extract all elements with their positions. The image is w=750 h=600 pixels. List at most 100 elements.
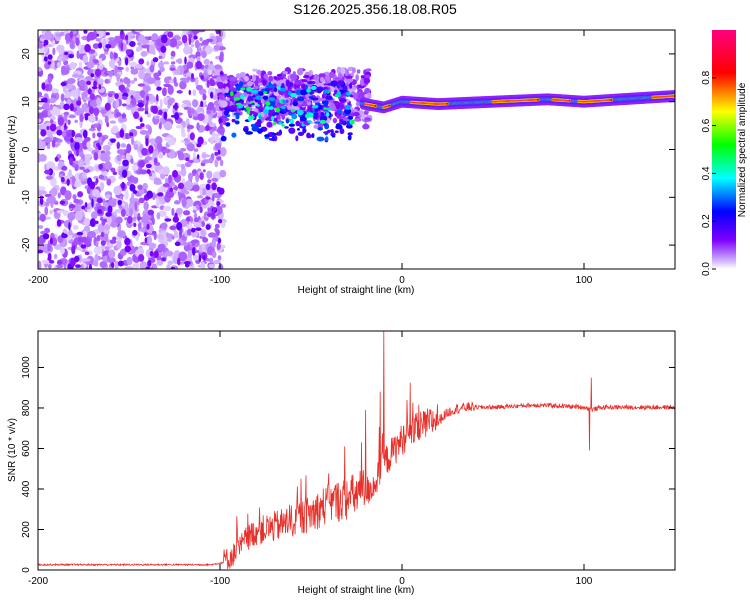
spectrogram-cell bbox=[187, 172, 193, 181]
spectrogram-cell bbox=[202, 255, 206, 261]
spectrogram-cell bbox=[177, 257, 181, 266]
spectrogram-cell bbox=[352, 111, 360, 117]
spectrogram-cell bbox=[76, 100, 82, 106]
spectrogram-cell bbox=[39, 213, 46, 222]
spectrogram-cell bbox=[176, 163, 182, 167]
spectrogram-cell bbox=[246, 81, 253, 87]
spectrogram-cell bbox=[97, 64, 104, 70]
spectrogram-cell bbox=[200, 100, 204, 108]
spectrogram-cell bbox=[125, 152, 131, 162]
spectrogram-cell bbox=[174, 200, 181, 205]
spectrogram-cell bbox=[251, 126, 260, 132]
spectrogram-cell bbox=[205, 183, 211, 191]
spectrogram-cell bbox=[235, 73, 242, 79]
spectrogram-cell bbox=[49, 209, 54, 215]
spectrogram-cell bbox=[188, 36, 192, 46]
spectrogram-cell bbox=[99, 152, 109, 162]
spectrogram-cell bbox=[100, 231, 105, 238]
spectrogram-cell bbox=[203, 58, 210, 65]
spectrogram-cell bbox=[96, 33, 99, 37]
spectrogram-cell bbox=[119, 205, 123, 209]
spectrogram-cell bbox=[186, 124, 195, 130]
spectrogram-cell bbox=[147, 235, 153, 245]
spectrogram-cell bbox=[163, 121, 173, 131]
figure-title: S126.2025.356.18.08.R05 bbox=[293, 1, 457, 17]
spectrogram-cell bbox=[71, 245, 76, 255]
spectrogram-cell bbox=[214, 158, 219, 168]
spectrogram-cell bbox=[204, 45, 213, 55]
spectrogram-cell bbox=[135, 63, 143, 69]
spectrogram-cell bbox=[175, 124, 184, 129]
spectrogram-cell bbox=[68, 203, 76, 209]
spectrogram-cell bbox=[271, 116, 275, 121]
spectrogram-cell bbox=[205, 224, 211, 230]
spectrogram-cell bbox=[98, 42, 103, 49]
spectrogram-cell bbox=[103, 218, 107, 223]
spectrogram-cell bbox=[199, 172, 204, 181]
spectrogram-cell bbox=[133, 222, 137, 228]
spectrogram-cell bbox=[187, 133, 191, 140]
spectrogram-cell bbox=[146, 190, 154, 199]
spectrogram-cell bbox=[137, 184, 143, 191]
spectrogram-cell bbox=[94, 220, 99, 224]
snr-x-tick-label: 100 bbox=[576, 576, 593, 587]
spectrogram-cell bbox=[146, 77, 156, 85]
spectrogram-cell bbox=[251, 107, 256, 112]
spectrogram-cell bbox=[207, 179, 212, 184]
spectrogram-cell bbox=[106, 178, 112, 186]
spectrogram-cell bbox=[211, 177, 219, 182]
spectrogram-cell bbox=[179, 80, 187, 90]
spectrogram-cell bbox=[70, 89, 79, 97]
spectrogram-cell bbox=[187, 228, 192, 236]
spectrogram-cell bbox=[235, 102, 242, 106]
spectrogram-cell bbox=[94, 68, 102, 77]
spectrogram-cell bbox=[137, 102, 145, 108]
spectrogram-cell bbox=[72, 224, 79, 230]
spectrogram-cell bbox=[201, 39, 210, 46]
spectrogram-cell bbox=[205, 125, 210, 132]
spectrogram-cell bbox=[73, 198, 81, 204]
spectrogram-cell bbox=[74, 142, 80, 151]
spectrogram-cell bbox=[66, 82, 72, 90]
spectrogram-cell bbox=[133, 111, 140, 120]
spectrogram-cell bbox=[364, 87, 371, 94]
spectrogram-cell bbox=[200, 229, 206, 237]
spectrogram-cell bbox=[292, 71, 296, 75]
spectrogram-cell bbox=[248, 117, 252, 122]
spectrogram-cell bbox=[44, 169, 51, 175]
spectrogram-cell bbox=[311, 133, 315, 139]
spectrogram-cell bbox=[38, 66, 43, 72]
spectrogram-cell bbox=[42, 233, 50, 240]
spectrogram-cell bbox=[129, 41, 136, 47]
spectrogram-cell bbox=[91, 198, 94, 208]
spectrogram-cell bbox=[209, 137, 214, 145]
spectrogram-cell bbox=[93, 80, 97, 88]
spectrogram-cell bbox=[335, 124, 343, 130]
spectrogram-cell bbox=[158, 169, 164, 175]
spectrogram-cell bbox=[78, 236, 82, 243]
spectrogram-cell bbox=[326, 107, 332, 111]
spectrogram-cell bbox=[325, 95, 333, 100]
spectrogram-cell bbox=[218, 53, 224, 63]
spectrogram-cell bbox=[193, 212, 198, 219]
spectrogram-cell bbox=[57, 138, 63, 143]
spectrogram-y-tick-label: 20 bbox=[21, 48, 32, 60]
spectrogram-cell bbox=[130, 80, 135, 84]
spectrogram-cell bbox=[127, 215, 133, 224]
snr-x-tick-label: -200 bbox=[28, 576, 48, 587]
spectrogram-cell bbox=[151, 217, 155, 226]
spectrogram-cell bbox=[170, 266, 176, 269]
spectrogram-cell bbox=[353, 118, 362, 122]
spectrogram-cell bbox=[167, 98, 173, 106]
spectrogram-cell bbox=[187, 249, 193, 259]
spectrogram-cell bbox=[148, 44, 156, 55]
spectrogram-cell bbox=[181, 100, 191, 104]
snr-series-line bbox=[38, 331, 675, 570]
spectrogram-cell bbox=[69, 62, 77, 70]
spectrogram-cell bbox=[56, 61, 61, 68]
spectrogram-cell bbox=[214, 227, 219, 233]
snr-y-tick-label: 400 bbox=[21, 480, 32, 497]
spectrogram-cell bbox=[282, 109, 289, 113]
spectrogram-cell bbox=[43, 97, 48, 103]
spectrogram-cell bbox=[136, 46, 140, 53]
